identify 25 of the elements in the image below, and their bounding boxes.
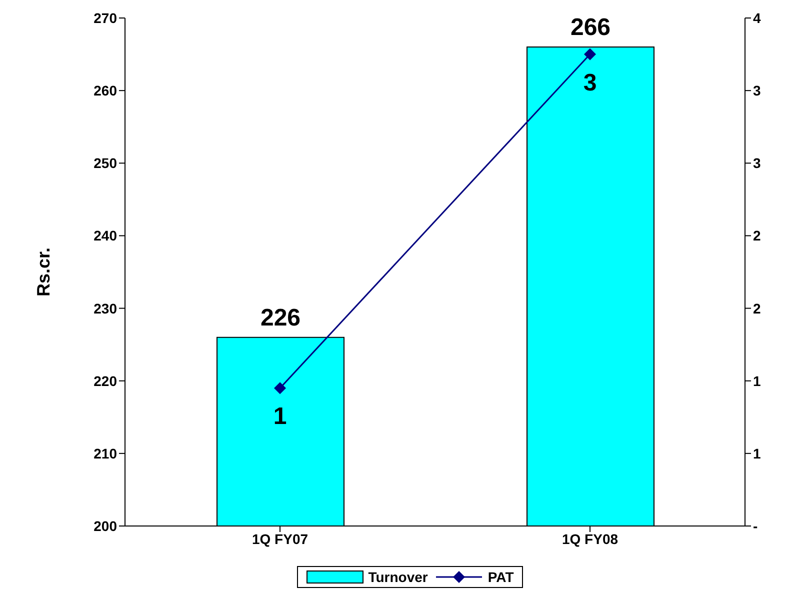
y2-tick-label: 1 [753,372,761,389]
legend-label: Turnover [367,569,428,585]
y-axis-title: Rs.cr. [33,247,54,297]
data-label: 1 [273,403,287,430]
y-tick-label: 240 [94,228,118,244]
x-tick-label: 1Q FY08 [562,530,618,547]
y2-tick-label: 1 [753,445,761,462]
y-tick-label: 250 [94,155,118,172]
y2-tick-label: - [753,518,758,534]
y-tick-label: 230 [94,300,118,316]
y2-tick-label: 3 [753,82,761,99]
y2-tick-label: 2 [753,300,761,316]
y2-tick-label: 4 [753,10,761,26]
data-label: 226 [260,304,301,332]
y2-tick-label: 3 [753,155,761,172]
data-label: 3 [583,69,597,96]
y-tick-label: 220 [94,372,118,389]
legend-label: PAT [486,569,514,585]
y-tick-label: 260 [94,82,118,99]
y-tick-label: 270 [94,10,118,26]
data-label: 266 [570,14,611,42]
x-tick-label: 1Q FY07 [252,530,308,547]
y-tick-label: 200 [94,518,118,534]
y2-tick-label: 2 [753,228,761,244]
y-tick-label: 210 [94,445,118,462]
